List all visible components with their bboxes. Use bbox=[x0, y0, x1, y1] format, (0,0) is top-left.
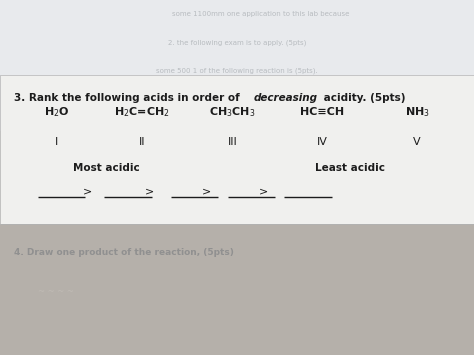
Text: NH$_3$: NH$_3$ bbox=[405, 105, 429, 119]
Text: some 500 1 of the following reaction is (5pts).: some 500 1 of the following reaction is … bbox=[156, 68, 318, 74]
Text: ~ ~ ~ ~: ~ ~ ~ ~ bbox=[38, 286, 74, 296]
Text: >: > bbox=[258, 187, 268, 197]
Text: H$_2$O: H$_2$O bbox=[44, 105, 70, 119]
Text: Least acidic: Least acidic bbox=[315, 163, 385, 173]
Text: 2. the following exam is to apply. (5pts): 2. the following exam is to apply. (5pts… bbox=[168, 39, 306, 46]
Text: I: I bbox=[55, 137, 58, 147]
Text: HC≡CH: HC≡CH bbox=[300, 107, 345, 117]
Text: III: III bbox=[228, 137, 237, 147]
Text: some 1100mm one application to this lab because: some 1100mm one application to this lab … bbox=[172, 11, 349, 17]
Text: decreasing: decreasing bbox=[254, 93, 318, 103]
Text: >: > bbox=[201, 187, 211, 197]
Bar bbox=[0, 0, 474, 131]
Bar bbox=[0, 131, 474, 355]
Text: Most acidic: Most acidic bbox=[73, 163, 140, 173]
Text: acidity. (5pts): acidity. (5pts) bbox=[320, 93, 405, 103]
Text: 3. Rank the following acids in order of: 3. Rank the following acids in order of bbox=[14, 93, 244, 103]
Bar bbox=[0, 75, 474, 224]
Text: II: II bbox=[139, 137, 146, 147]
Text: IV: IV bbox=[317, 137, 328, 147]
Bar bbox=[0, 0, 474, 75]
Text: >: > bbox=[145, 187, 154, 197]
Text: >: > bbox=[83, 187, 92, 197]
Text: 4. Draw one product of the reaction, (5pts): 4. Draw one product of the reaction, (5p… bbox=[14, 247, 234, 257]
Text: CH$_3$CH$_3$: CH$_3$CH$_3$ bbox=[209, 105, 255, 119]
Text: V: V bbox=[413, 137, 421, 147]
Text: H$_2$C=CH$_2$: H$_2$C=CH$_2$ bbox=[114, 105, 170, 119]
